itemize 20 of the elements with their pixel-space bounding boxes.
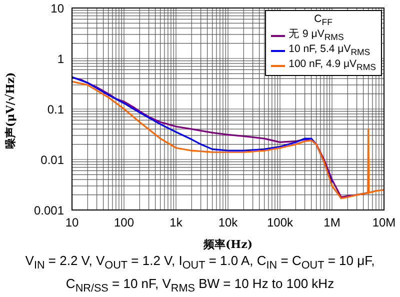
y-tick-label: 0.1	[47, 102, 64, 116]
legend-label: 10 nF, 5.4 μV$_{RMS}$	[288, 43, 370, 58]
y-tick-label: 10	[50, 1, 64, 16]
y-tick-label: 0.01	[40, 152, 64, 167]
x-axis-title: 频率(Hz)	[202, 238, 253, 251]
y-tick-label: 0.001	[34, 203, 64, 218]
x-tick-label: 10M	[372, 216, 396, 230]
x-tick-label: 100	[114, 216, 134, 230]
legend-label: 100 nF, 4.9 μV$_{RMS}$	[288, 58, 376, 74]
x-tick-label: 100k	[266, 216, 294, 230]
x-tick-label: 10k	[218, 216, 239, 230]
y-axis-title: 噪声(μV/√Hz)	[4, 72, 17, 149]
y-tick-label: 1	[57, 52, 64, 66]
x-tick-label: 10	[65, 216, 79, 230]
legend-label: 无 9 μV$_{RMS}$	[288, 28, 344, 44]
x-tick-label: 1M	[324, 216, 340, 230]
legend-title: C$_{FF}$	[314, 13, 332, 28]
x-tick-label: 1k	[170, 216, 184, 230]
text: V$_{IN}$ = 2.2 V, V$_{OUT}$ = 1.2 V, I$_{OUT}$ = 1.0 A, C$_{IN}$ = C$_{OUT}$ = 10 μF,	[25, 253, 375, 272]
text: C$_{NR/SS}$ = 10 nF, V$_{RMS}$ BW = 10 Hz to 100 kHz	[66, 276, 334, 294]
